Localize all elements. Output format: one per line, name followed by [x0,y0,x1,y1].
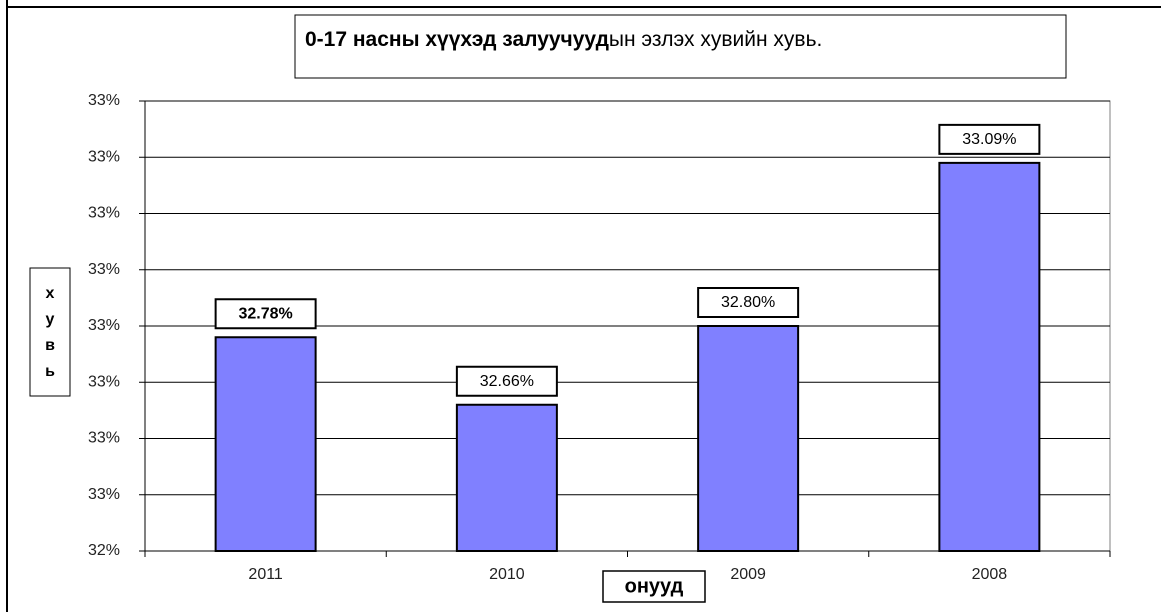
bar [697,325,800,552]
y-tick-label: 33% [88,148,120,165]
y-tick-label: 33% [88,92,120,109]
x-axis-label: онууд [625,575,684,597]
y-axis-label-letter: в [45,337,55,354]
y-tick-label: 33% [88,430,120,447]
y-label-box [29,267,71,397]
y-axis-label-letter: х [46,285,55,302]
x-tick-label: 2011 [248,566,283,583]
y-tick-label: 32% [88,542,120,559]
value-label-box [214,298,317,330]
title-box [294,14,1067,79]
value-label: 32.66% [480,373,534,390]
y-axis-label-letter: ь [45,363,55,380]
bar [455,403,558,552]
value-label-box [938,123,1041,155]
x-tick-label: 2010 [489,566,525,583]
bar [214,336,317,552]
y-axis-label-letter: у [46,311,55,328]
value-label: 32.78% [238,305,292,322]
y-tick-label: 33% [88,261,120,278]
value-label-box [697,287,800,318]
y-tick-label: 33% [88,373,120,390]
title-rest: ын эзлэх хувийн хувь. [609,28,822,51]
title-bold: 0-17 насны хүүхэд залуучууд [305,28,609,51]
chart-title: 0-17 насны хүүхэд залуучуудын эзлэх хуви… [305,28,822,51]
value-label: 32.80% [721,294,775,311]
y-tick-label: 33% [88,486,120,503]
x-label-box [602,570,706,603]
x-tick-label: 2008 [972,566,1008,583]
value-label-box [455,365,558,397]
value-label: 33.09% [962,131,1016,148]
x-tick-label: 2009 [730,566,766,583]
y-tick-label: 33% [88,205,120,222]
y-tick-label: 33% [88,317,120,334]
bar [938,161,1041,552]
